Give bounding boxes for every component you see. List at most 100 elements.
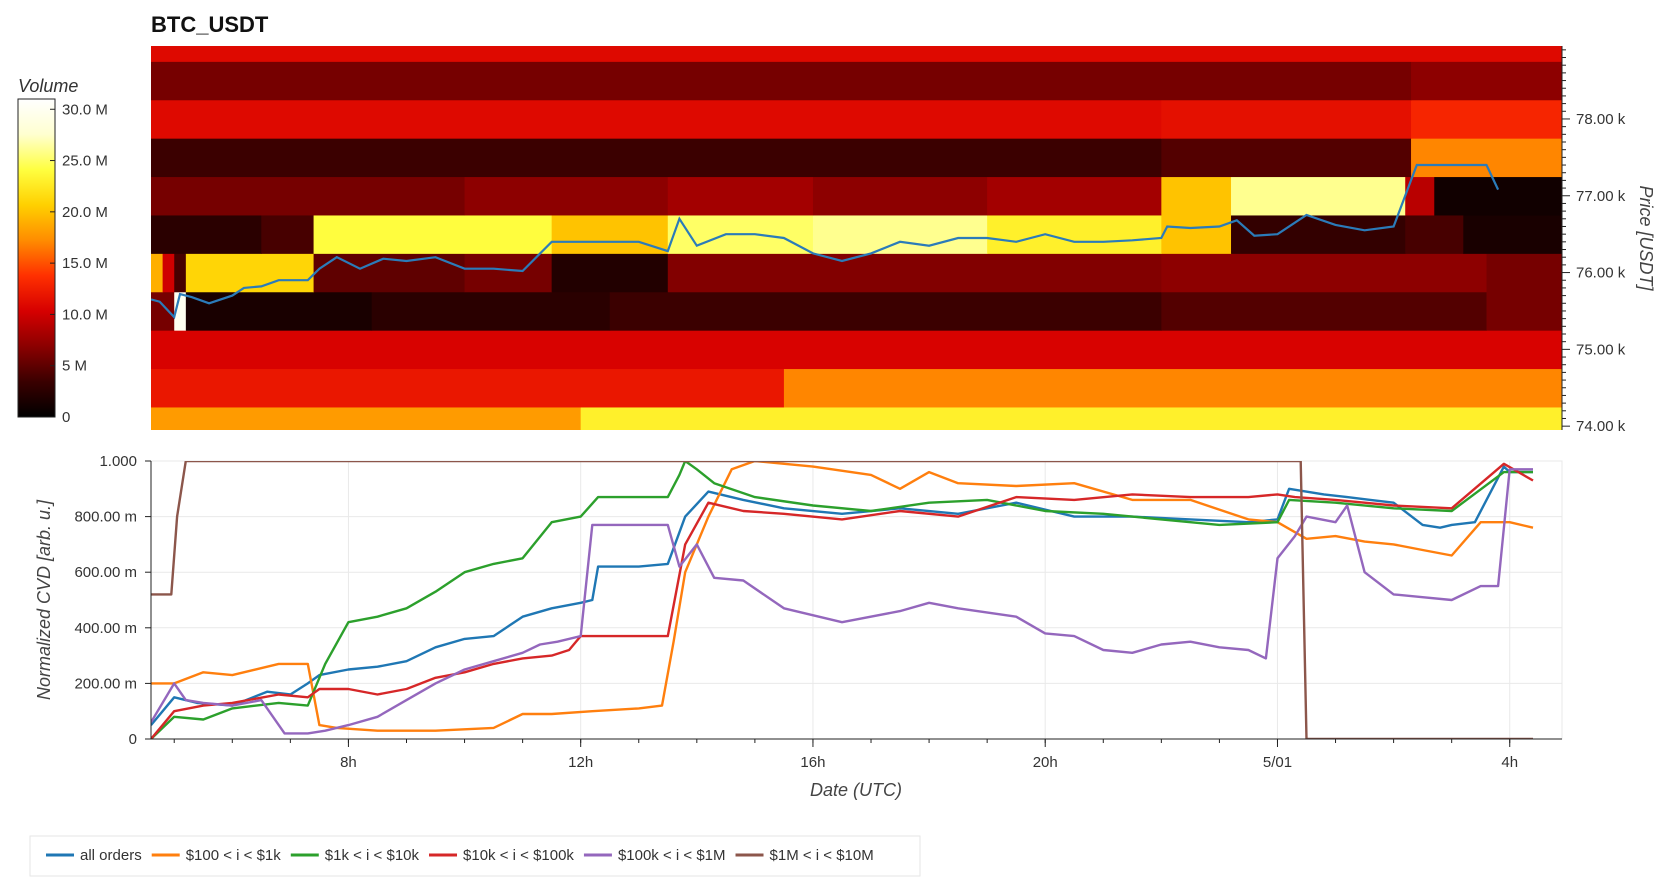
colorbar-title: Volume (18, 76, 78, 96)
heatmap-cell (151, 99, 1162, 139)
heatmap-cell (185, 253, 315, 293)
legend-label: $10k < i < $100k (463, 847, 574, 864)
heatmap-cell (812, 176, 988, 216)
heatmap-cell (987, 176, 1162, 216)
cvd-y-tick-label: 200.00 m (74, 675, 137, 692)
cvd-x-tick-label: 20h (1033, 754, 1058, 771)
cvd-series-line (151, 461, 1533, 739)
heatmap-cell (371, 291, 611, 331)
heatmap-cell (1411, 99, 1562, 139)
cvd-series-lines (151, 461, 1534, 739)
heatmap-cell (151, 214, 262, 254)
cvd-x-axis-ticks: 8h 12h 16h 20h 5/01 4h (173, 739, 1518, 771)
heatmap-cell (1411, 61, 1562, 101)
cvd-y-axis-title: Normalized CVD [arb. u.] (34, 499, 54, 700)
cvd-x-tick-label: 16h (800, 754, 825, 771)
colorbar (17, 98, 56, 418)
cvd-series-line (151, 465, 1533, 726)
heatmap-cell (151, 61, 1412, 101)
legend-item[interactable]: $1M < i < $10M (735, 847, 874, 864)
colorbar-tick-label: 5 M (62, 358, 87, 375)
heatmap-cell (1161, 253, 1488, 293)
heatmap-cell (151, 253, 164, 293)
legend-item[interactable]: $100k < i < $1M (583, 847, 726, 864)
heatmap-cell (464, 176, 669, 216)
price-tick-label: 77.00 k (1576, 188, 1626, 205)
price-axis-ticks: 74.00 k 75.00 k 76.00 k 77.00 k 78.00 k (1562, 49, 1626, 435)
heatmap-cell (667, 176, 814, 216)
heatmap-cell (1161, 214, 1232, 254)
heatmap-cell (812, 214, 988, 254)
cvd-y-tick-label: 600.00 m (74, 564, 137, 581)
heatmap-cell (1486, 291, 1562, 331)
cvd-y-tick-label: 400.00 m (74, 620, 137, 637)
heatmap-cell (151, 138, 1162, 178)
legend-item[interactable]: $100 < i < $1k (151, 847, 282, 864)
heatmap-cell (151, 406, 582, 430)
cvd-y-tick-label: 0 (129, 731, 137, 748)
heatmap-cell (1411, 138, 1562, 178)
legend-label: $1k < i < $10k (325, 847, 420, 864)
heatmap-cell (151, 176, 466, 216)
heatmap-cell (1486, 253, 1562, 293)
cvd-x-tick-label: 5/01 (1263, 754, 1292, 771)
price-tick-label: 78.00 k (1576, 111, 1626, 128)
legend[interactable]: all orders $100 < i < $1k $1k < i < $10k $1… (46, 847, 874, 864)
cvd-series-line (151, 468, 1533, 735)
cvd-x-tick-label: 8h (340, 754, 357, 771)
price-tick-label: 75.00 k (1576, 341, 1626, 358)
heatmap-cell (1434, 176, 1562, 216)
cvd-x-tick-label: 4h (1501, 754, 1518, 771)
heatmap-cell (174, 253, 187, 293)
heatmap-cell (667, 253, 1162, 293)
colorbar-tick-label: 30.0 M (62, 101, 108, 118)
heatmap-cell (1161, 99, 1412, 139)
legend-item[interactable]: $10k < i < $100k (429, 847, 574, 864)
cvd-series-line (151, 461, 1534, 732)
cvd-x-axis-title: Date (UTC) (810, 780, 902, 800)
heatmap-cell (1231, 176, 1406, 216)
heatmap-cell (783, 368, 1562, 408)
price-axis-title: Price [USDT] (1636, 185, 1656, 291)
heatmap-cell (609, 291, 1162, 331)
heatmap-cell (464, 253, 553, 293)
heatmap-cell (151, 368, 785, 408)
colorbar-tick-label: 20.0 M (62, 204, 108, 221)
cvd-x-tick-label: 12h (568, 754, 593, 771)
price-series-line (151, 163, 1500, 320)
legend-label: $1M < i < $10M (770, 847, 874, 864)
heatmap-cells (151, 46, 1562, 430)
heatmap-cell (551, 214, 669, 254)
heatmap-cell (987, 214, 1162, 254)
heatmap-cell (151, 330, 1562, 370)
heatmap-cell (580, 406, 1562, 430)
legend-label: $100k < i < $1M (618, 847, 726, 864)
heatmap-cell (261, 214, 315, 254)
cvd-y-tick-label: 1.000 (99, 453, 137, 470)
heatmap-cell (151, 46, 1562, 62)
legend-label: all orders (80, 847, 142, 864)
heatmap-cell (313, 214, 553, 254)
price-tick-label: 74.00 k (1576, 418, 1626, 435)
chart-title: BTC_USDT (151, 12, 269, 37)
cvd-y-axis-ticks: 0 200.00 m 400.00 m 600.00 m 800.00 m 1.000 (74, 453, 151, 748)
legend-item[interactable]: all orders (46, 847, 142, 864)
heatmap-cell (185, 291, 373, 331)
heatmap-cell (162, 253, 175, 293)
cvd-series-line (151, 461, 1533, 739)
colorbar-tick-label: 25.0 M (62, 153, 108, 170)
legend-label: $100 < i < $1k (186, 847, 282, 864)
legend-item[interactable]: $1k < i < $10k (290, 847, 420, 864)
price-tick-label: 76.00 k (1576, 265, 1626, 282)
cvd-series-line (151, 462, 1534, 739)
heatmap-cell (151, 291, 175, 331)
heatmap-cell (1161, 176, 1232, 216)
colorbar-tick-label: 15.0 M (62, 255, 108, 272)
heatmap-cell (551, 253, 669, 293)
colorbar-tick-label: 0 (62, 409, 70, 426)
heatmap-cell (1405, 214, 1464, 254)
heatmap-cell (1161, 138, 1412, 178)
cvd-plot-area (150, 460, 1563, 740)
